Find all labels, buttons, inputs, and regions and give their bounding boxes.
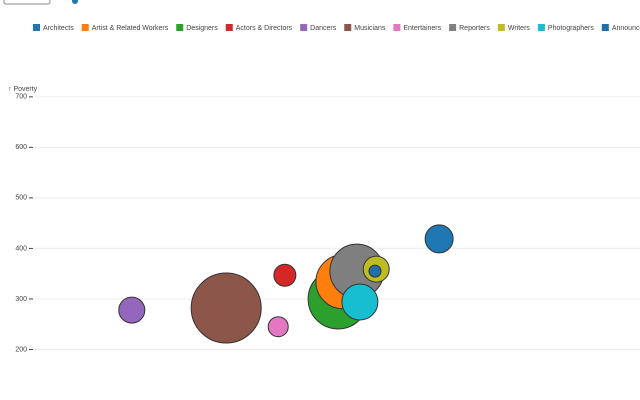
bubble: [267, 316, 289, 338]
bubble: [118, 296, 146, 324]
legend-swatch: [449, 24, 457, 31]
legend-label: Entertainers: [403, 25, 441, 32]
legend-swatch: [225, 24, 233, 31]
y-tick-label: 400: [15, 245, 27, 252]
bubble: [273, 263, 297, 287]
bubble: [424, 224, 454, 254]
legend-swatch: [81, 24, 89, 31]
legend-label: Designers: [186, 25, 218, 32]
y-axis-label: ↑ Poverty: [8, 86, 38, 93]
y-tick-label: 700: [15, 94, 27, 101]
bubble: [368, 264, 382, 278]
legend-label: Announcers: [612, 25, 640, 32]
legend-swatch: [176, 24, 184, 31]
y-tick-label: 300: [15, 296, 27, 303]
legend-label: Writers: [508, 25, 531, 32]
bubble: [190, 272, 262, 344]
legend-label: Musicians: [354, 25, 386, 32]
control-button[interactable]: [3, 0, 51, 5]
y-tick-label: 500: [15, 195, 27, 202]
bubble: [341, 283, 379, 321]
control-dot[interactable]: [72, 0, 78, 4]
legend-label: Architects: [43, 25, 74, 32]
legend-swatch: [537, 24, 545, 31]
legend-swatch: [33, 24, 40, 31]
y-tick-label: 200: [15, 346, 27, 353]
legend-swatch: [601, 24, 609, 31]
legend-swatch: [300, 24, 308, 31]
legend-label: Reporters: [459, 25, 490, 32]
legend-label: Dancers: [310, 25, 337, 32]
legend-swatch: [497, 24, 505, 31]
legend-swatch: [344, 24, 352, 31]
y-tick-label: 600: [15, 144, 27, 151]
legend-label: Actors & Directors: [236, 25, 293, 32]
legend-label: Photographers: [548, 25, 594, 32]
legend-label: Artist & Related Workers: [92, 25, 169, 32]
legend-swatch: [393, 24, 401, 31]
